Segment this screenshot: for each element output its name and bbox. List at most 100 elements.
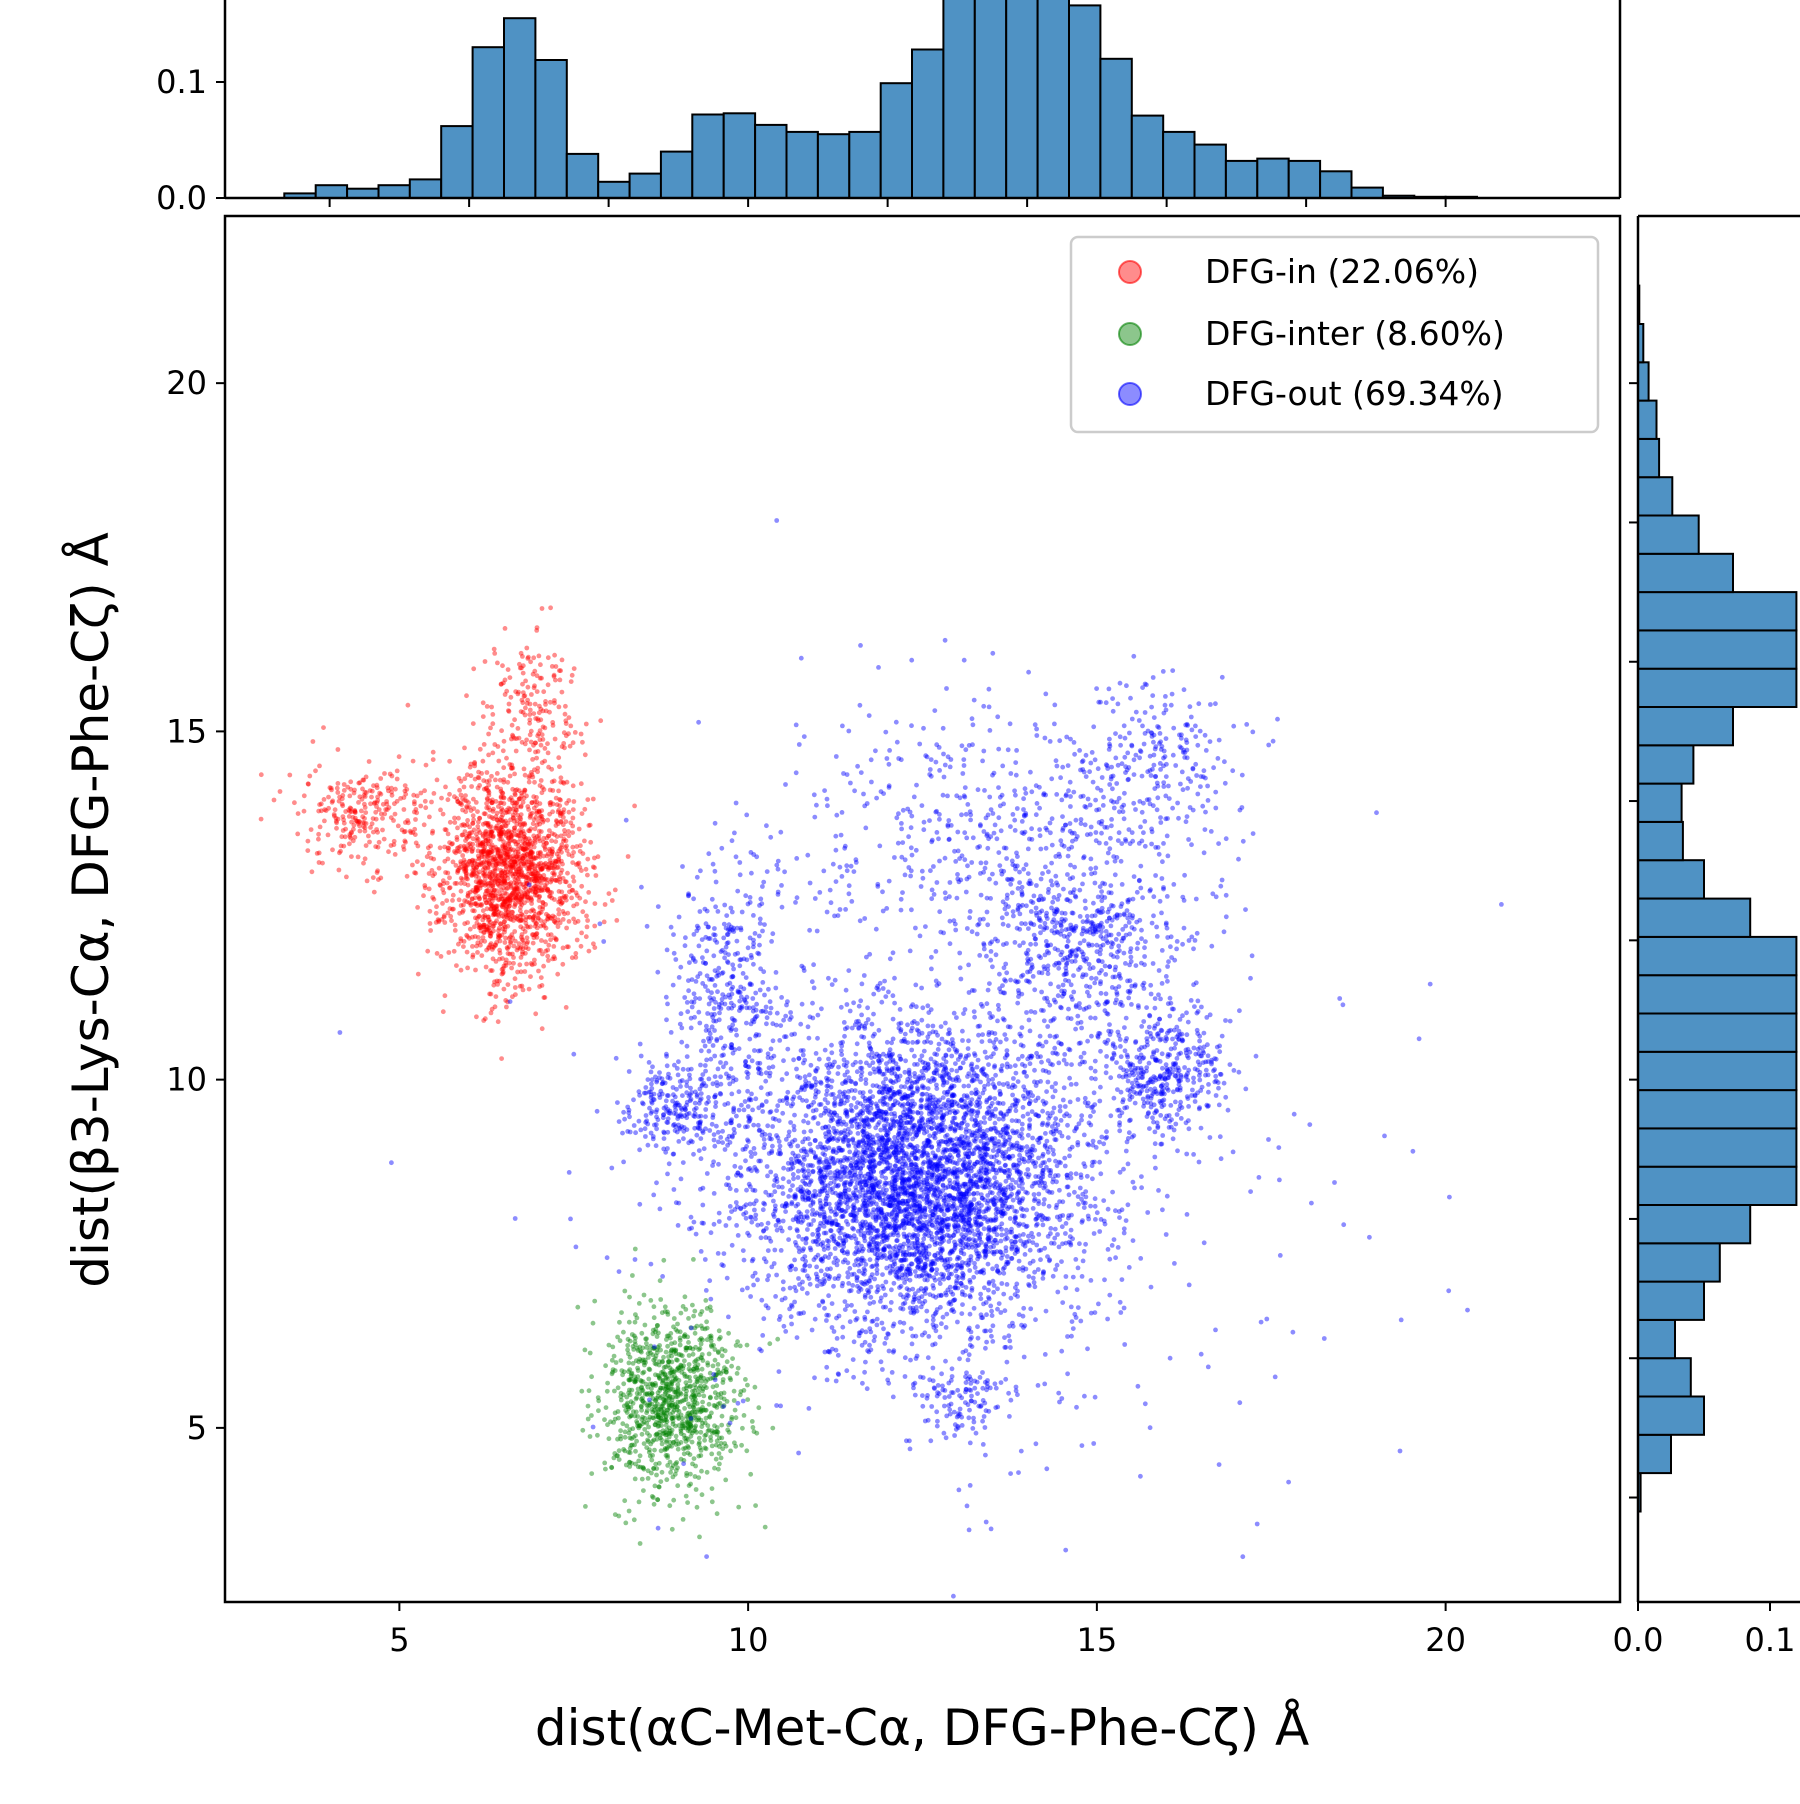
data-point: [393, 852, 398, 857]
data-point: [508, 675, 513, 680]
data-point: [487, 923, 492, 928]
data-point: [406, 703, 411, 708]
data-point: [952, 1011, 957, 1016]
data-point: [488, 726, 493, 731]
data-point: [1036, 1156, 1041, 1161]
data-point: [716, 1162, 721, 1167]
data-point: [512, 944, 517, 949]
data-point: [602, 1417, 607, 1422]
data-point: [437, 866, 442, 871]
data-point: [627, 1361, 632, 1366]
data-point: [489, 849, 494, 854]
data-point: [295, 832, 300, 837]
data-point: [570, 888, 575, 893]
data-point: [623, 1435, 628, 1440]
data-point: [382, 771, 387, 776]
data-point: [558, 668, 563, 673]
data-point: [793, 1267, 798, 1272]
data-point: [448, 820, 453, 825]
data-point: [787, 1179, 792, 1184]
data-point: [546, 765, 551, 770]
data-point: [342, 782, 347, 787]
data-point: [988, 1328, 993, 1333]
data-point: [491, 816, 496, 821]
data-point: [503, 874, 508, 879]
data-point: [438, 808, 443, 813]
data-point: [381, 802, 386, 807]
data-point: [691, 1314, 696, 1319]
data-point: [675, 1465, 680, 1470]
data-point: [347, 794, 352, 799]
data-point: [628, 1355, 633, 1360]
data-point: [1004, 970, 1009, 975]
data-point: [534, 756, 539, 761]
data-point: [583, 899, 588, 904]
data-point: [725, 1428, 730, 1433]
data-point: [591, 797, 596, 802]
data-point: [654, 1473, 659, 1478]
data-point: [454, 863, 459, 868]
data-point: [493, 826, 498, 831]
data-point: [370, 789, 375, 794]
data-point: [340, 803, 345, 808]
data-point: [560, 658, 565, 663]
data-point: [522, 969, 527, 974]
data-point: [375, 868, 380, 873]
data-point: [509, 795, 514, 800]
data-point: [531, 711, 536, 716]
data-point: [504, 1005, 509, 1010]
histogram-bar: [1638, 1205, 1750, 1243]
data-point: [405, 874, 410, 879]
data-point: [674, 1327, 679, 1332]
data-point: [349, 809, 354, 814]
data-point: [561, 917, 566, 922]
data-point: [724, 1370, 729, 1375]
data-point: [717, 1462, 722, 1467]
data-point: [502, 739, 507, 744]
data-point: [1101, 1198, 1106, 1203]
data-point: [986, 1062, 991, 1067]
data-point: [426, 845, 431, 850]
data-point: [538, 918, 543, 923]
data-point: [708, 1435, 713, 1440]
data-point: [481, 867, 486, 872]
data-point: [552, 832, 557, 837]
data-point: [484, 805, 489, 810]
data-point: [471, 666, 476, 671]
data-point: [516, 856, 521, 861]
data-point: [1003, 1308, 1008, 1313]
data-point: [714, 1457, 719, 1462]
data-point: [627, 1388, 632, 1393]
data-point: [306, 781, 311, 786]
data-point: [521, 926, 526, 931]
data-point: [978, 1292, 983, 1297]
data-point: [583, 752, 588, 757]
histogram-bar: [1638, 899, 1750, 937]
data-point: [446, 950, 451, 955]
data-point: [1073, 1257, 1078, 1262]
data-point: [569, 679, 574, 684]
data-point: [652, 1502, 657, 1507]
histogram-bar: [724, 113, 755, 198]
data-point: [888, 1308, 893, 1313]
data-point: [478, 841, 483, 846]
data-point: [470, 944, 475, 949]
data-point: [1027, 1274, 1032, 1279]
data-point: [483, 927, 488, 932]
data-point: [287, 773, 292, 778]
data-point: [909, 1326, 914, 1331]
data-point: [513, 793, 518, 798]
data-point: [548, 803, 553, 808]
histogram-bar: [1257, 159, 1288, 198]
data-point: [464, 693, 469, 698]
data-point: [704, 1379, 709, 1384]
data-point: [671, 1440, 676, 1445]
data-point: [851, 1357, 856, 1362]
data-point: [669, 1387, 674, 1392]
histogram-bar: [630, 174, 661, 198]
data-point: [529, 877, 534, 882]
data-point: [991, 1244, 996, 1249]
data-point: [543, 726, 548, 731]
data-point: [471, 721, 476, 726]
data-point: [712, 1222, 717, 1227]
